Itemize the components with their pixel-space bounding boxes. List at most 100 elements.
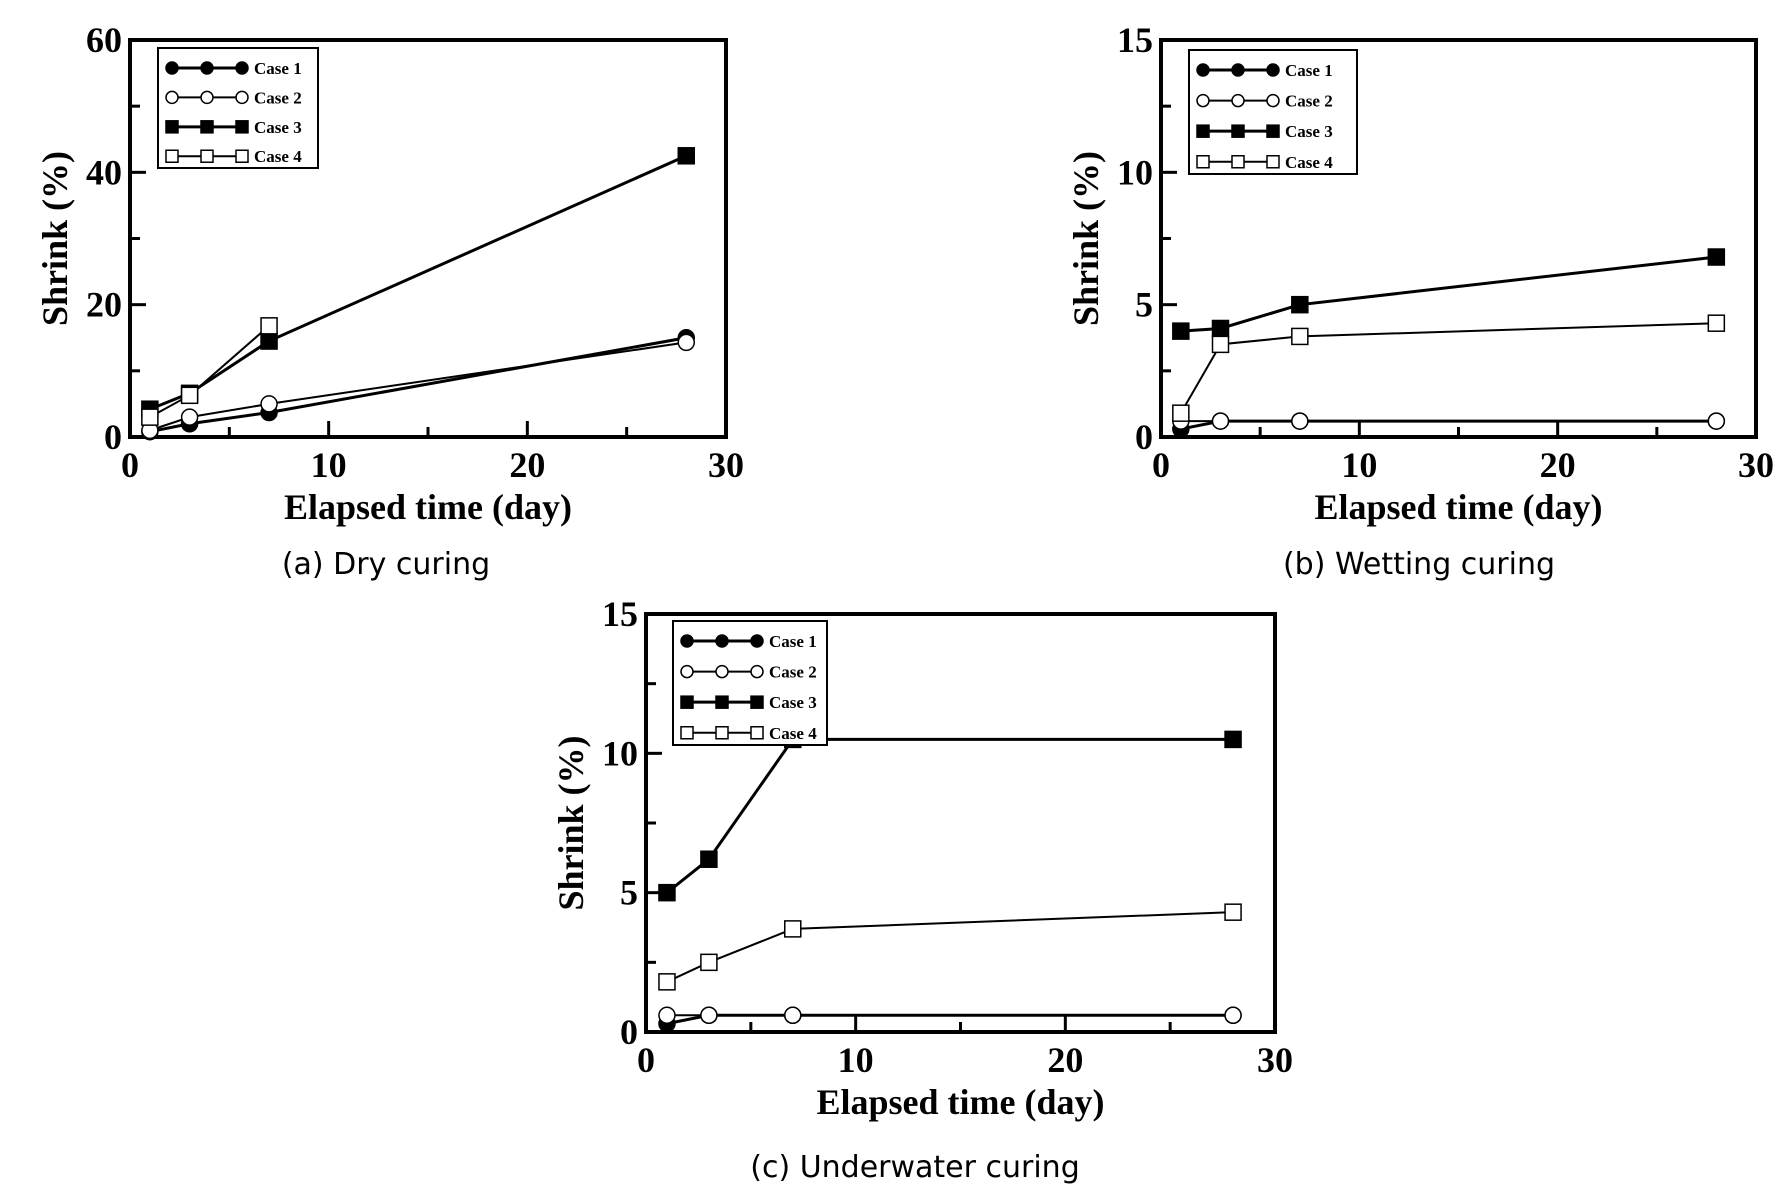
series-line (1180, 255, 1717, 333)
data-point (180, 386, 199, 405)
series-line (149, 336, 687, 434)
data-point (1707, 314, 1726, 332)
legend-item: Case 1 (1196, 61, 1333, 80)
data-point (750, 695, 764, 709)
chart-panel-3: 0 10 20 30 0 5 10 15 Elapsed time (day) Shrink (%… (551, 594, 1293, 1185)
legend-label: Case 1 (1285, 61, 1333, 80)
data-point (750, 726, 764, 740)
legend-item: Case 3 (1196, 122, 1333, 141)
series-case-3 (658, 730, 1242, 902)
series-case-2 (1172, 412, 1726, 430)
x-tick-label: 30 (1738, 445, 1774, 485)
series-line (149, 154, 687, 411)
data-point (200, 120, 214, 134)
data-point (235, 90, 249, 105)
data-point (1266, 63, 1280, 77)
data-point (1196, 93, 1210, 108)
y-tick-label: 0 (620, 1012, 638, 1052)
x-tick-label: 20 (1540, 445, 1576, 485)
data-point (784, 1006, 802, 1025)
legend-label: Case 2 (1285, 92, 1333, 111)
series-case-4 (658, 903, 1242, 991)
data-point (235, 61, 249, 75)
series-line (1179, 322, 1717, 414)
data-point (1211, 335, 1230, 354)
series-line (666, 911, 1234, 983)
data-point (165, 90, 179, 105)
legend-label: Case 2 (769, 663, 817, 682)
data-point (715, 664, 729, 679)
data-point (1172, 322, 1190, 340)
series-line (149, 341, 687, 432)
data-point (658, 883, 676, 902)
data-point (235, 120, 249, 134)
legend-item: Case 4 (680, 724, 817, 743)
data-point (1231, 63, 1245, 77)
legend-label: Case 2 (254, 88, 302, 107)
x-tick-label: 30 (708, 445, 744, 485)
data-point (680, 664, 694, 679)
data-point (1707, 412, 1726, 430)
legend-item: Case 2 (680, 663, 817, 682)
series-case-1 (141, 329, 696, 441)
data-point (1231, 124, 1245, 138)
y-tick-label: 0 (1135, 417, 1153, 457)
data-point (165, 61, 179, 75)
series-case-3 (1172, 248, 1726, 340)
legend-label: Case 3 (254, 118, 302, 137)
y-tick-label: 10 (1117, 152, 1153, 192)
x-tick-label: 0 (637, 1040, 655, 1080)
data-point (700, 850, 718, 868)
data-point (715, 726, 729, 740)
legend-label: Case 4 (1285, 153, 1333, 172)
series-case-4 (141, 317, 278, 426)
data-point (1291, 327, 1309, 346)
data-point (260, 395, 278, 413)
x-tick-label: 30 (1257, 1040, 1293, 1080)
data-point (1224, 1006, 1242, 1025)
legend-item: Case 3 (165, 118, 302, 137)
data-point (677, 147, 696, 165)
legend-label: Case 3 (769, 693, 817, 712)
data-point (200, 61, 214, 75)
data-point (1266, 155, 1280, 169)
y-tick-label: 20 (86, 285, 122, 325)
chart-caption: (b) Wetting curing (1283, 547, 1555, 582)
legend-item: Case 1 (680, 632, 817, 651)
data-point (1196, 124, 1210, 138)
data-point (141, 408, 159, 426)
legend-label: Case 4 (254, 147, 302, 166)
legend: Case 1 Case 2 Case 3 Case 4 (1188, 49, 1358, 175)
y-tick-label: 0 (104, 417, 122, 457)
x-tick-label: 10 (1341, 445, 1377, 485)
data-point (680, 695, 694, 709)
data-point (700, 1006, 718, 1025)
legend: Case 1 Case 2 Case 3 Case 4 (157, 47, 319, 169)
data-point (677, 333, 696, 352)
data-point (165, 149, 179, 163)
legend-label: Case 1 (769, 632, 817, 651)
data-point (235, 149, 249, 163)
data-point (1172, 404, 1190, 422)
data-point (658, 1006, 676, 1025)
series-case-2 (658, 1006, 1242, 1025)
x-tick-label: 20 (509, 445, 545, 485)
legend-item: Case 4 (165, 147, 302, 166)
series-line (666, 737, 1234, 894)
x-tick-label: 20 (1047, 1040, 1083, 1080)
legend-item: Case 2 (1196, 92, 1333, 111)
y-tick-label: 60 (86, 20, 122, 60)
data-point (1196, 63, 1210, 77)
y-tick-label: 15 (602, 594, 638, 634)
y-tick-label: 5 (1135, 285, 1153, 325)
series-case-3 (141, 147, 696, 418)
data-point (1291, 295, 1309, 314)
chart-panel-1: 0 10 20 30 0 20 40 60 Elapsed time (day) Shrink (… (35, 20, 744, 582)
x-axis-label: Elapsed time (day) (1315, 487, 1603, 527)
data-point (715, 634, 729, 648)
data-point (260, 317, 278, 335)
data-point (680, 726, 694, 740)
series-case-1 (1172, 412, 1726, 438)
data-point (260, 332, 278, 350)
